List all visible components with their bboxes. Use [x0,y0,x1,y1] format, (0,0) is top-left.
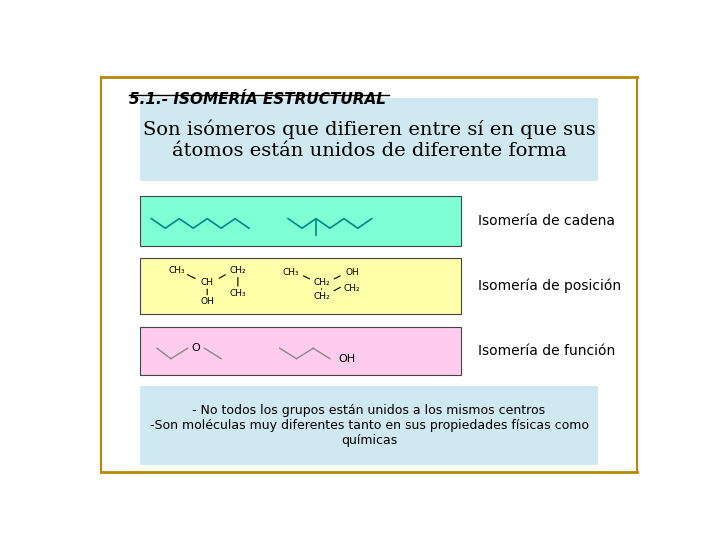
FancyBboxPatch shape [140,327,461,375]
FancyBboxPatch shape [140,98,598,181]
Text: CH₃: CH₃ [282,268,300,276]
Text: Isomería de función: Isomería de función [478,343,615,357]
Text: 5.1.- ISOMERÍA ESTRUCTURAL: 5.1.- ISOMERÍA ESTRUCTURAL [129,92,386,107]
Text: Isomería de cadena: Isomería de cadena [478,214,615,228]
FancyBboxPatch shape [140,258,461,314]
Text: OH: OH [200,297,214,306]
Text: OH: OH [346,268,359,276]
Text: O: O [192,343,200,353]
Text: CH₂: CH₂ [230,266,246,275]
Text: OH: OH [338,354,356,363]
Text: CH₃: CH₃ [168,266,185,275]
FancyBboxPatch shape [140,386,598,465]
Text: CH₂: CH₂ [344,285,361,293]
Text: - No todos los grupos están unidos a los mismos centros
-Son moléculas muy difer: - No todos los grupos están unidos a los… [150,404,588,447]
Text: CH₂: CH₂ [313,292,330,301]
Text: Son isómeros que difieren entre sí en que sus
átomos están unidos de diferente f: Son isómeros que difieren entre sí en qu… [143,119,595,160]
Text: CH₃: CH₃ [230,289,246,298]
Text: CH: CH [201,278,214,287]
Text: Isomería de posición: Isomería de posición [478,279,621,293]
Text: CH₂: CH₂ [313,278,330,287]
FancyBboxPatch shape [140,196,461,246]
